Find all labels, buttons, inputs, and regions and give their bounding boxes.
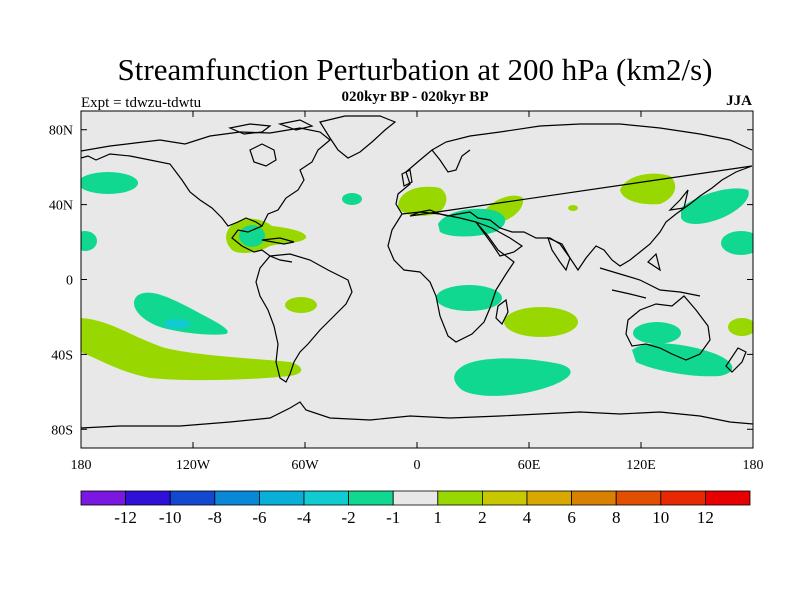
colorbar-label: 8 (612, 508, 621, 527)
coast-japan (668, 189, 689, 211)
lat-tick-label: 40S (51, 348, 73, 363)
colorbar-label: -1 (386, 508, 400, 527)
coast-hudson-bay (249, 143, 277, 167)
coast-africa (387, 211, 515, 343)
anomaly-spac-core (164, 319, 190, 329)
coast-arctic-islands (227, 119, 314, 135)
anomaly-spac-neg (133, 292, 228, 335)
coast-india (547, 236, 571, 272)
anomaly-npacific-w-neg (681, 188, 749, 224)
lon-tick-label: 60E (518, 458, 541, 473)
anomaly-spac-pos (81, 318, 302, 381)
colorbar-swatch (705, 490, 751, 506)
colorbar-label: -4 (297, 508, 312, 527)
anomaly-npac-neg (81, 172, 138, 194)
coast-south-america (255, 253, 353, 383)
lon-tick-label: 60W (291, 458, 319, 473)
season-label: JJA (726, 93, 752, 109)
anomaly-sindian-neg (454, 358, 571, 396)
lat-tick-label: 80S (51, 423, 73, 438)
colorbar-label: 4 (523, 508, 532, 527)
colorbar-swatch (615, 490, 662, 506)
lon-tick-label: 120W (176, 458, 211, 473)
coast-madagascar (495, 298, 509, 326)
lon-tick-label: 120E (626, 458, 656, 473)
colorbar-swatch (526, 490, 572, 506)
anomaly-eafrica-neg (436, 285, 502, 311)
coastlines (81, 115, 753, 429)
colorbar-label: 2 (478, 508, 487, 527)
anomaly-tasman-pos (728, 318, 753, 336)
anomaly-europe-pos (398, 186, 447, 216)
coast-scandinavia (431, 149, 471, 173)
experiment-label: Expt = tdwzu-tdwtu (81, 95, 202, 111)
coast-greenland (319, 115, 397, 159)
anomaly-australia-neg (633, 322, 681, 344)
coast-caribbean (261, 237, 295, 245)
anomaly-indian-pos (504, 307, 578, 337)
colorbar-swatch (392, 490, 439, 506)
colorbar-swatch (125, 490, 171, 506)
lat-tick-label: 0 (66, 274, 73, 289)
coast-britain (401, 169, 413, 187)
anomaly-atlantic-neg (342, 193, 362, 205)
coast-eurasia (395, 123, 753, 272)
map-background (81, 111, 753, 448)
anomaly-wpac-neg (721, 231, 753, 255)
colorbar-swatch (80, 490, 126, 506)
colorbar-swatch (571, 490, 617, 506)
anomaly-easia-pos (620, 173, 676, 205)
colorbar-label: -12 (114, 508, 137, 527)
lon-tick-label: 0 (414, 458, 421, 473)
colorbar-swatch (437, 490, 483, 506)
colorbar-swatch (481, 490, 528, 506)
anomaly-date-line-neg (81, 231, 97, 251)
colorbar-swatch (169, 490, 216, 506)
anomaly-gulf-neg (239, 225, 265, 247)
coast-new-zealand (725, 347, 747, 373)
coast-antarctica (81, 401, 753, 429)
plot-subtitle: 020kyr BP - 020kyr BP (341, 89, 489, 105)
colorbar-label: -6 (252, 508, 266, 527)
colorbar-swatch (660, 490, 706, 506)
colorbar-swatch (258, 490, 305, 506)
colorbar-label: 1 (434, 508, 443, 527)
lon-ticks: 180 120W 60W 0 60E 120E 180 (71, 111, 764, 473)
lon-tick-label: 180 (743, 458, 764, 473)
anomaly-mideast-neg (438, 208, 506, 237)
colorbar-swatch (303, 490, 349, 506)
anomaly-tibet-pos (568, 205, 578, 211)
coast-arabia (474, 220, 524, 257)
coast-north-america (81, 127, 331, 263)
anomaly-saus-neg (632, 343, 733, 377)
lon-tick-label: 180 (71, 458, 92, 473)
colorbar: -12 -10 -8 -6 -4 -2 -1 1 2 4 6 8 10 12 (80, 490, 751, 527)
lat-tick-label: 40N (49, 199, 73, 214)
colorbar-label: 6 (567, 508, 576, 527)
coast-se-asia-islands (599, 252, 701, 299)
anomaly-fields (81, 172, 753, 396)
colorbar-label: 12 (697, 508, 714, 527)
coast-australia (625, 295, 711, 361)
colorbar-label: 10 (652, 508, 669, 527)
anomaly-samerica-pos (285, 297, 317, 313)
colorbar-label: -10 (159, 508, 182, 527)
colorbar-label: -2 (342, 508, 356, 527)
colorbar-swatch (348, 490, 394, 506)
plot-title: Streamfunction Perturbation at 200 hPa (… (117, 52, 713, 87)
colorbar-swatch (214, 490, 260, 506)
lat-ticks: 80N 40N 0 40S 80S (49, 124, 753, 438)
colorbar-label: -8 (208, 508, 222, 527)
lat-tick-label: 80N (49, 124, 73, 139)
